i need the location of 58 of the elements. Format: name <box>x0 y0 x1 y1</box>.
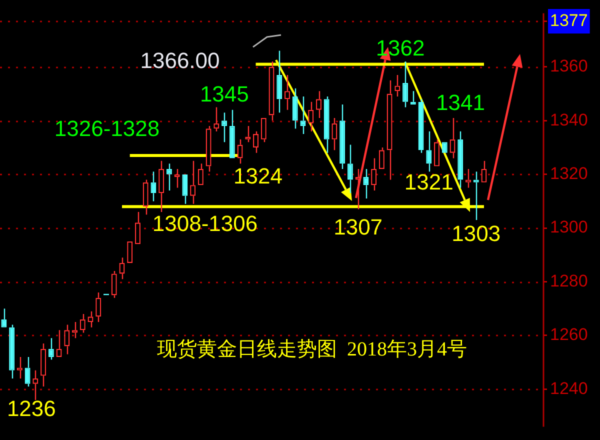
candlestick <box>222 112 228 143</box>
annotation: 1321 <box>404 170 454 195</box>
candlestick <box>40 342 46 388</box>
candlestick <box>316 90 322 119</box>
candlestick <box>332 117 338 151</box>
candlestick <box>150 171 156 202</box>
candlestick <box>229 109 235 158</box>
candlestick <box>340 104 346 170</box>
candlestick <box>237 138 243 164</box>
candlestick <box>402 60 408 108</box>
annotation: 1345 <box>200 81 249 106</box>
candlestick <box>410 90 416 105</box>
y-tick-label: 1377 <box>550 10 588 30</box>
candlestick <box>158 160 164 213</box>
candlestick <box>418 98 424 154</box>
candlestick <box>300 96 306 135</box>
candlestick <box>64 324 70 355</box>
annotation: 1236 <box>6 396 56 422</box>
candlestick <box>371 158 377 192</box>
candlestick <box>276 50 282 114</box>
annotation: 1362 <box>376 36 425 61</box>
candlestick <box>308 101 314 132</box>
candlestick <box>450 117 456 159</box>
annotation: 1324 <box>234 164 282 189</box>
candlestick <box>324 96 330 154</box>
annotation: 1303 <box>452 221 501 246</box>
annotation: 1307 <box>334 214 383 240</box>
candlestick <box>96 292 102 323</box>
candlestick <box>386 80 392 180</box>
candlestick <box>48 338 54 360</box>
candlestick <box>292 88 298 130</box>
y-tick-label: 1280 <box>550 271 588 290</box>
candlestick <box>24 356 30 388</box>
annotation: 1366.00 <box>140 48 220 74</box>
candlestick <box>166 163 172 192</box>
y-tick-label: 1320 <box>550 164 588 184</box>
annotation: 1341 <box>436 90 485 116</box>
annotation: 1308-1306 <box>152 211 258 236</box>
candlestick <box>394 74 400 98</box>
text: 现货黄金日线走势图 2018年3月4号 <box>157 338 467 360</box>
candlestick <box>1 308 7 328</box>
candlestick <box>458 130 464 188</box>
y-tick-label: 1340 <box>550 110 588 130</box>
candlestick <box>363 168 369 200</box>
candlestick <box>190 160 196 204</box>
y-tick-label: 1260 <box>550 325 588 344</box>
candlestick <box>119 257 125 280</box>
candlestick <box>174 168 180 188</box>
candlestick <box>426 130 432 172</box>
y-tick-label: 1360 <box>550 56 588 76</box>
candlestick <box>134 211 140 244</box>
y-tick-label: 1300 <box>550 218 588 237</box>
candlestick <box>142 179 148 216</box>
candlestick <box>347 144 353 194</box>
candlestick <box>268 60 274 122</box>
y-tick-label: 1240 <box>550 378 588 398</box>
candlestick <box>9 324 15 380</box>
annotation: 1326-1328 <box>54 116 160 142</box>
